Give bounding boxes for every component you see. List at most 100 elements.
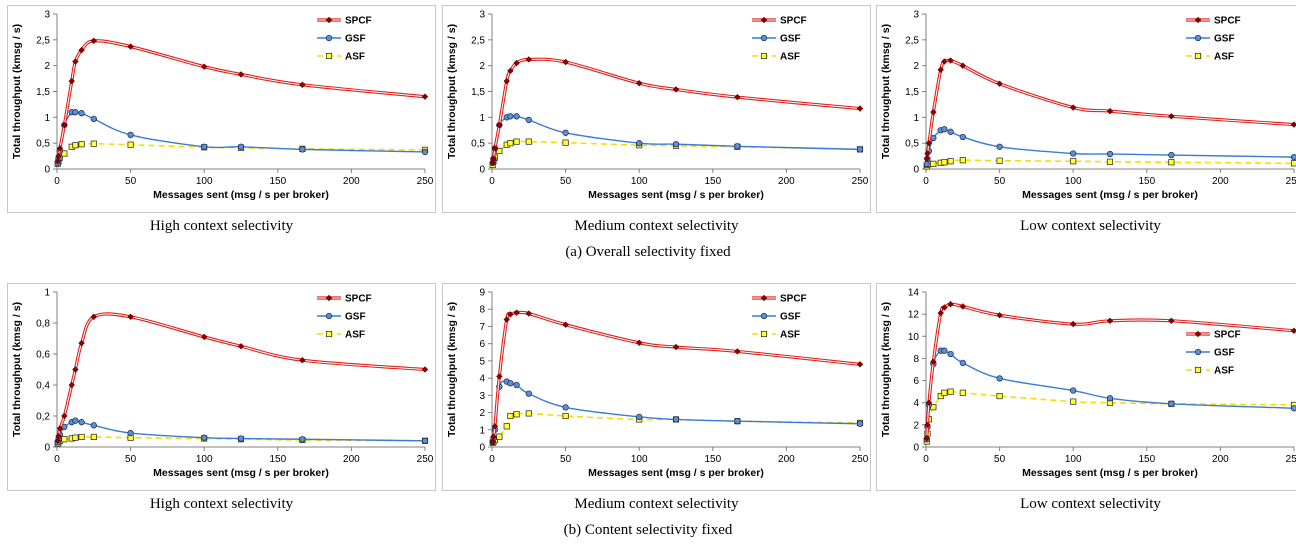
spcf-marker xyxy=(924,421,931,429)
x-tick-label: 0 xyxy=(54,176,60,187)
gsf-marker xyxy=(947,350,954,358)
asf-marker xyxy=(947,388,954,395)
y-axis-label: Total throughput (kmsg / s) xyxy=(880,302,892,437)
legend-label: GSF xyxy=(345,34,366,45)
chart-caption: High context selectivity xyxy=(149,496,294,512)
y-tick-label: 1 xyxy=(479,113,485,124)
spcf-marker xyxy=(72,366,79,373)
x-tick-label: 0 xyxy=(54,454,60,465)
spcf-marker xyxy=(856,105,864,112)
spcf-marker xyxy=(947,57,954,64)
x-axis-label: Messages sent (msg / s per broker) xyxy=(1022,467,1198,479)
spcf-marker xyxy=(937,66,944,73)
chart-frame xyxy=(442,5,871,213)
spcf-marker xyxy=(489,159,496,166)
spcf-marker xyxy=(90,313,97,320)
gsf-marker xyxy=(1106,150,1114,158)
gsf-marker xyxy=(1070,150,1077,157)
spcf-marker xyxy=(325,294,333,302)
gsf-marker xyxy=(513,381,520,389)
chart-panel-6: 0 2 4 6 8 10 12 14 0 50 100 150 200 250 Messages sent … xyxy=(876,283,1296,491)
chart-svg: 0 0,2 0,4 0,6 0,8 1 0 50 100 150 200 250 Messages se… xyxy=(7,283,436,491)
asf-marker xyxy=(61,436,68,443)
legend-label: ASF xyxy=(1214,52,1234,63)
spcf-marker xyxy=(513,59,520,67)
y-tick-label: 4 xyxy=(479,374,485,385)
legend-label: ASF xyxy=(345,52,365,63)
chart-caption: Medium context selectivity xyxy=(574,496,739,512)
x-tick-label: 150 xyxy=(704,176,721,187)
x-tick-label: 150 xyxy=(1138,176,1155,187)
spcf-marker xyxy=(930,358,937,365)
gsf-marker xyxy=(237,143,245,150)
y-tick-label: 0,5 xyxy=(471,139,485,150)
legend: SPCF GSF ASF xyxy=(1186,330,1241,377)
gsf-marker xyxy=(1168,400,1175,407)
spcf-marker xyxy=(237,71,245,78)
spcf-marker xyxy=(636,339,643,346)
y-tick-label: 2 xyxy=(913,420,919,431)
y-axis-label: Total throughput (kmsg / s) xyxy=(446,24,458,159)
spcf-marker xyxy=(489,438,496,446)
x-tick-label: 150 xyxy=(269,454,286,465)
asf-marker xyxy=(941,389,948,396)
spcf-marker xyxy=(507,67,514,75)
x-tick-label: 100 xyxy=(631,176,648,187)
y-tick-label: 1 xyxy=(913,113,919,124)
legend: SPCF GSF ASF xyxy=(1186,16,1241,63)
legend-label: SPCF xyxy=(780,16,807,27)
spcf-marker xyxy=(201,63,208,70)
asf-marker xyxy=(1070,158,1077,165)
spcf-marker xyxy=(55,432,62,440)
gsf-marker xyxy=(507,380,514,387)
spcf-marker xyxy=(61,121,68,129)
spcf-marker xyxy=(1290,121,1296,128)
spcf-marker xyxy=(941,304,948,311)
spcf-marker xyxy=(127,43,134,50)
y-tick-label: 0,2 xyxy=(36,412,50,423)
gsf-marker xyxy=(127,429,134,437)
asf-marker xyxy=(513,138,520,145)
asf-marker xyxy=(507,412,514,420)
spcf-marker xyxy=(421,93,429,100)
legend-label: SPCF xyxy=(1214,330,1241,341)
legend: SPCF GSF ASF xyxy=(317,16,372,63)
asf-marker xyxy=(325,52,333,60)
y-tick-label: 7 xyxy=(479,322,485,333)
spcf-marker xyxy=(672,86,680,93)
spcf-marker xyxy=(760,294,768,302)
x-tick-label: 50 xyxy=(560,176,572,187)
spcf-marker xyxy=(78,339,85,347)
spcf-marker xyxy=(525,310,532,317)
legend: SPCF GSF ASF xyxy=(752,294,807,341)
gsf-marker xyxy=(201,143,208,150)
asf-marker xyxy=(513,411,520,418)
gsf-marker xyxy=(636,413,643,421)
asf-marker xyxy=(947,158,954,165)
spcf-marker xyxy=(996,312,1003,319)
y-tick-label: 1 xyxy=(44,113,50,124)
y-tick-label: 0 xyxy=(479,443,485,454)
x-tick-label: 0 xyxy=(923,454,929,465)
chart-svg: 0 0,5 1 1,5 2 2,5 3 0 50 100 150 200 250 Messages sen… xyxy=(442,5,871,213)
chart-panel-2: 0 0,5 1 1,5 2 2,5 3 0 50 100 150 200 250 Messages sen… xyxy=(442,5,871,213)
gsf-marker xyxy=(201,434,208,441)
gsf-marker xyxy=(941,347,948,354)
spcf-marker xyxy=(959,62,966,69)
spcf-marker xyxy=(562,321,569,328)
chart-svg: 0 0,5 1 1,5 2 2,5 3 0 50 100 150 200 250 Messages sen… xyxy=(7,5,436,213)
gsf-marker xyxy=(1194,348,1202,356)
spcf-marker xyxy=(925,399,933,406)
spcf-marker xyxy=(503,77,510,85)
x-tick-label: 150 xyxy=(1138,454,1155,465)
gsf-marker xyxy=(1106,395,1114,402)
gsf-marker xyxy=(421,148,429,156)
chart-caption: Medium context selectivity xyxy=(574,218,739,234)
y-tick-label: 4 xyxy=(913,398,919,409)
asf-marker xyxy=(503,423,510,430)
legend-label: GSF xyxy=(780,312,801,323)
spcf-marker xyxy=(72,58,79,65)
y-tick-label: 8 xyxy=(479,305,485,316)
asf-marker xyxy=(525,138,532,145)
x-tick-label: 0 xyxy=(923,176,929,187)
